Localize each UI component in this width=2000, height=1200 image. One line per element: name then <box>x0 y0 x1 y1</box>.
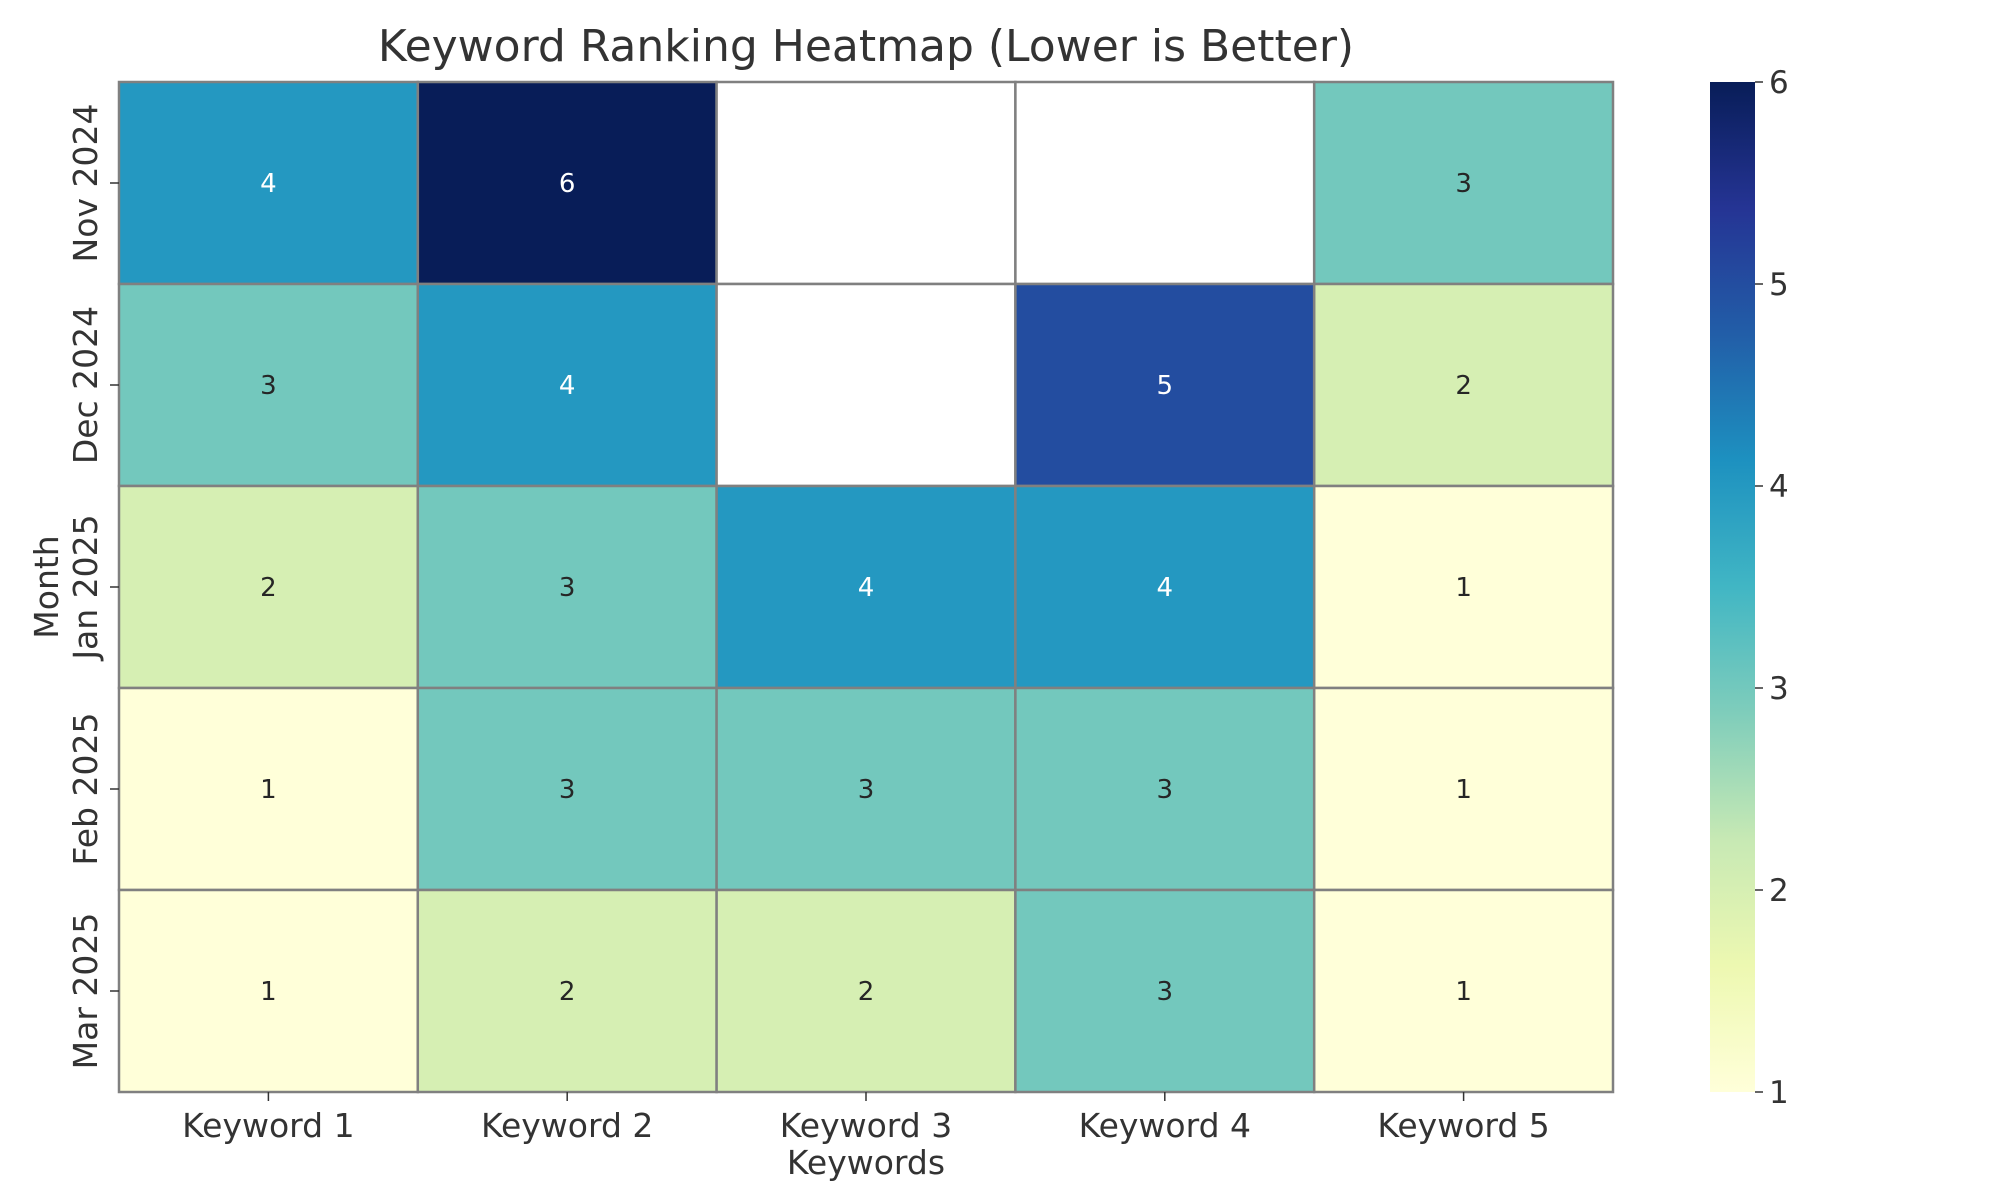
y-axis-ticks: Nov 2024 Dec 2024 Jan 2025 Feb 2025 Mar 2025 <box>66 104 119 1070</box>
x-tick-label: Keyword 1 <box>182 1106 354 1145</box>
x-tick-label: Keyword 5 <box>1377 1106 1549 1145</box>
heatmap-cell <box>715 686 1017 892</box>
cell-value-label: 3 <box>1157 775 1174 805</box>
cell-value-label: 4 <box>559 371 576 401</box>
cell-value-label: 2 <box>260 573 277 603</box>
heatmap-cell <box>1312 282 1615 488</box>
heatmap-cell <box>1312 80 1615 286</box>
x-tick-label: Keyword 3 <box>780 1106 952 1145</box>
heatmap-cell <box>416 484 718 690</box>
heatmap-cell <box>416 888 718 1094</box>
colorbar-ticks: 1 2 3 4 5 6 <box>1755 65 1789 1111</box>
colorbar-tick-label: 4 <box>1769 469 1789 505</box>
cell-value-label: 6 <box>559 169 576 199</box>
heatmap-cell-labels: 4 6 3 3 4 5 2 2 3 4 4 1 1 3 3 3 1 1 2 2 3 1 <box>260 169 1472 1007</box>
y-tick-label: Jan 2025 <box>66 514 105 661</box>
colorbar <box>1710 82 1755 1092</box>
cell-value-label: 5 <box>1157 371 1174 401</box>
y-tick-label: Dec 2024 <box>66 306 105 464</box>
heatmap-cell <box>117 80 420 286</box>
cell-value-label: 3 <box>1157 977 1174 1007</box>
heatmap-cells <box>117 80 1615 1094</box>
y-tick-label: Nov 2024 <box>66 104 105 263</box>
y-tick-label: Feb 2025 <box>66 713 105 866</box>
cell-value-label: 3 <box>858 775 875 805</box>
cell-value-label: 2 <box>858 977 875 1007</box>
y-axis-label: Month <box>27 535 66 638</box>
colorbar-tick-label: 6 <box>1769 65 1789 101</box>
cell-value-label: 3 <box>260 371 277 401</box>
cell-value-label: 2 <box>559 977 576 1007</box>
cell-value-label: 1 <box>1455 573 1472 603</box>
cell-value-label: 4 <box>260 169 277 199</box>
cell-value-label: 4 <box>1157 573 1174 603</box>
colorbar-tick-label: 5 <box>1769 267 1789 303</box>
x-axis-label: Keywords <box>787 1143 945 1182</box>
chart-title: Keyword Ranking Heatmap (Lower is Better… <box>378 21 1354 72</box>
cell-value-label: 4 <box>858 573 875 603</box>
cell-value-label: 2 <box>1455 371 1472 401</box>
heatmap-cell <box>715 80 1017 286</box>
heatmap-cell <box>1014 484 1316 690</box>
cell-value-label: 1 <box>260 775 277 805</box>
x-tick-label: Keyword 4 <box>1079 1106 1251 1145</box>
heatmap-cell <box>416 686 718 892</box>
heatmap-cell <box>1312 888 1615 1094</box>
cell-value-label: 1 <box>1455 977 1472 1007</box>
cell-value-label: 3 <box>1455 169 1472 199</box>
y-tick-label: Mar 2025 <box>66 913 105 1070</box>
x-axis-ticks: Keyword 1 Keyword 2 Keyword 3 Keyword 4 Keyw… <box>182 1092 1550 1145</box>
heatmap-cell <box>1014 686 1316 892</box>
heatmap-cell <box>715 484 1017 690</box>
heatmap-cell <box>1312 484 1615 690</box>
colorbar-tick-label: 1 <box>1769 1075 1789 1111</box>
cell-value-label: 1 <box>1455 775 1472 805</box>
colorbar-tick-label: 2 <box>1769 873 1789 909</box>
heatmap-cell <box>1312 686 1615 892</box>
heatmap-cell <box>1014 80 1316 286</box>
heatmap-cell <box>416 80 718 286</box>
x-tick-label: Keyword 2 <box>481 1106 653 1145</box>
colorbar-tick-label: 3 <box>1769 671 1789 707</box>
cell-value-label: 3 <box>559 775 576 805</box>
heatmap-cell <box>117 888 420 1094</box>
heatmap-cell <box>117 282 420 488</box>
cell-value-label: 3 <box>559 573 576 603</box>
heatmap-cell <box>715 888 1017 1094</box>
cell-value-label: 1 <box>260 977 277 1007</box>
heatmap-cell <box>715 282 1017 488</box>
